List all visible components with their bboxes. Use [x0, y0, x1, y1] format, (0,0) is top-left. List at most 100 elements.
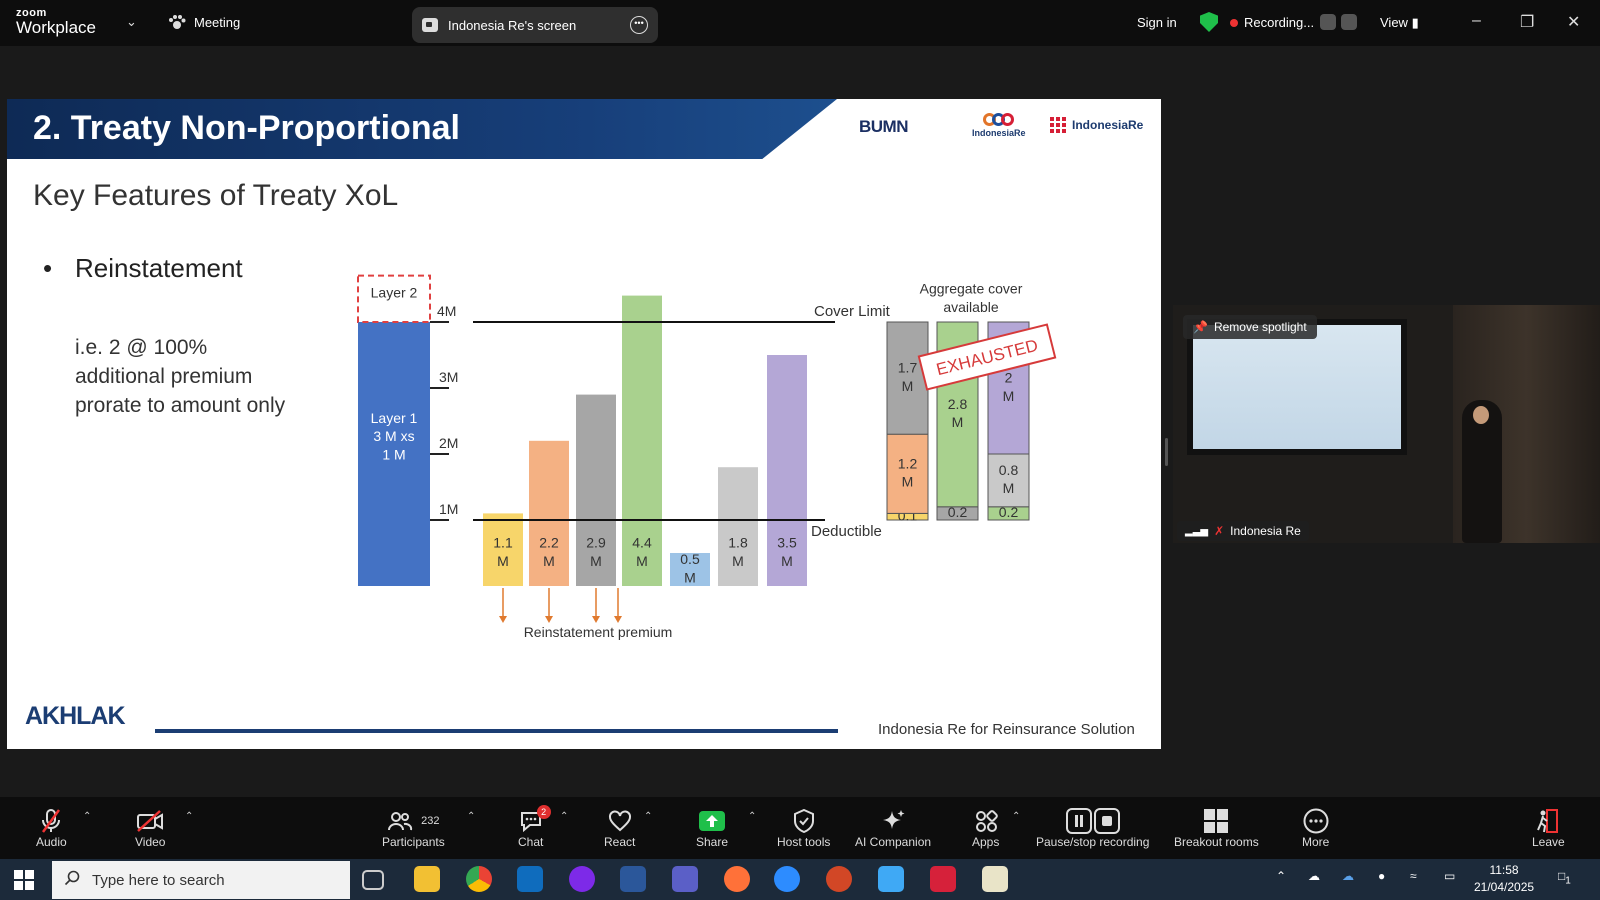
video-options-caret[interactable]: ⌃	[185, 811, 194, 822]
windows-start-icon[interactable]	[14, 870, 34, 890]
slide-subtitle: Key Features of Treaty XoL	[33, 179, 399, 212]
remove-spotlight-button[interactable]: 📌 Remove spotlight	[1183, 315, 1317, 339]
word-icon[interactable]	[620, 866, 646, 892]
ai-companion-label: AI Companion	[855, 835, 932, 849]
task-view-icon[interactable]	[362, 870, 384, 890]
meeting-menu[interactable]: Meeting	[168, 14, 240, 30]
meeting-icon	[169, 15, 186, 29]
wifi-icon[interactable]: ≈	[1410, 869, 1417, 883]
screen-share-icon	[422, 18, 438, 32]
leave-button[interactable]: Leave	[1532, 807, 1565, 849]
audio-button[interactable]: Audio	[36, 807, 67, 849]
onedrive-icon[interactable]: ☁	[1308, 869, 1320, 883]
share-options-caret[interactable]: ⌃	[748, 811, 757, 822]
taskbar-clock[interactable]: 11:58 21/04/2025	[1474, 862, 1534, 896]
host-tools-button[interactable]: Host tools	[777, 807, 830, 849]
share-button[interactable]: Share	[696, 807, 728, 849]
aggregate-segment-label: 2	[1005, 370, 1013, 386]
minimize-icon[interactable]: –	[1472, 12, 1481, 29]
apps-options-caret[interactable]: ⌃	[1012, 811, 1021, 822]
reinstatement-arrow-head	[592, 616, 600, 623]
pause-stop-label: Pause/stop recording	[1036, 835, 1150, 849]
meeting-toolbar: Audio ⌃ Video ⌃ 232 Participants ⌃ 2 Cha…	[0, 797, 1600, 859]
react-button[interactable]: React	[604, 807, 635, 849]
outlook-icon[interactable]	[517, 866, 543, 892]
search-placeholder: Type here to search	[92, 871, 225, 889]
pause-stop-recording-button[interactable]: Pause/stop recording	[1036, 807, 1149, 849]
leave-icon	[1535, 807, 1561, 835]
security-app-icon[interactable]	[930, 866, 956, 892]
participants-count: 232	[421, 815, 440, 827]
participant-name-tag: ▂▃▅ ✗ Indonesia Re	[1177, 521, 1309, 541]
more-options-icon[interactable]: •••	[630, 16, 648, 34]
aggregate-segment-label: 0.8	[999, 462, 1019, 478]
y-tick-label: 4M	[437, 303, 456, 319]
photos-icon[interactable]	[878, 866, 904, 892]
layer-1-label: Layer 1	[371, 410, 418, 426]
note-line: prorate to amount only	[75, 394, 286, 417]
chat-icon: 2	[519, 805, 551, 835]
loss-bar-label: M	[781, 553, 793, 569]
audio-options-caret[interactable]: ⌃	[83, 811, 92, 822]
y-tick-label: 1M	[439, 501, 458, 517]
taskbar-search-box[interactable]: Type here to search	[52, 861, 350, 899]
deductible-label: Deductible	[811, 523, 882, 540]
elo-app-icon[interactable]	[982, 866, 1008, 892]
aggregate-segment-label: 1.2	[898, 455, 918, 471]
stop-recording-button[interactable]	[1341, 14, 1357, 30]
screen-share-pill[interactable]: Indonesia Re's screen •••	[412, 7, 658, 43]
notifications-icon[interactable]: □1	[1558, 869, 1571, 887]
teams-icon[interactable]	[672, 866, 698, 892]
bumn-logo: BUMN	[859, 117, 909, 136]
show-hidden-icons-icon[interactable]: ⌃	[1276, 869, 1287, 883]
ai-companion-button[interactable]: AI Companion	[855, 807, 931, 849]
search-icon	[64, 870, 80, 890]
participants-options-caret[interactable]: ⌃	[467, 811, 476, 822]
firefox-icon[interactable]	[724, 866, 750, 892]
loss-bar	[767, 355, 807, 586]
aggregate-segment-label: M	[1003, 388, 1015, 404]
participants-button[interactable]: 232 Participants	[382, 807, 445, 849]
encryption-shield-icon[interactable]	[1200, 12, 1218, 32]
more-button[interactable]: More	[1302, 807, 1329, 849]
canva-icon[interactable]	[569, 866, 595, 892]
chevron-down-icon[interactable]: ⌄	[126, 14, 137, 29]
layer-1-label: 1 M	[382, 446, 405, 462]
onedrive-business-icon[interactable]: ☁	[1342, 869, 1354, 883]
loss-bar	[670, 553, 710, 586]
zoom-workplace-logo[interactable]: zoom Workplace	[16, 7, 96, 37]
react-options-caret[interactable]: ⌃	[644, 811, 653, 822]
chat-button[interactable]: 2 Chat	[518, 805, 551, 849]
participant-video-tile[interactable]: 📌 Remove spotlight ▂▃▅ ✗ Indonesia Re	[1173, 305, 1600, 543]
zoom-taskbar-icon[interactable]	[774, 866, 800, 892]
close-icon[interactable]: ✕	[1567, 14, 1581, 31]
panel-resize-handle[interactable]	[1165, 438, 1168, 466]
microphone-icon[interactable]: ●	[1378, 869, 1386, 883]
video-button[interactable]: Video	[135, 807, 165, 849]
breakout-rooms-button[interactable]: Breakout rooms	[1174, 807, 1259, 849]
loss-bar	[576, 394, 616, 586]
chat-options-caret[interactable]: ⌃	[560, 811, 569, 822]
view-menu[interactable]: View ▮	[1380, 15, 1419, 30]
brand-top: zoom	[16, 7, 47, 19]
aggregate-segment-label: 1.7	[898, 360, 918, 376]
zoom-title-bar: zoom Workplace ⌄ Meeting Indonesia Re's …	[0, 0, 1600, 46]
sign-in-link[interactable]: Sign in	[1137, 15, 1177, 30]
pause-recording-button[interactable]	[1320, 14, 1336, 30]
react-label: React	[604, 835, 636, 849]
layer-1-label: 3 M xs	[373, 428, 414, 444]
chrome-icon[interactable]	[466, 866, 492, 892]
more-label: More	[1302, 835, 1330, 849]
y-tick-label: 3M	[439, 369, 458, 385]
windows-taskbar: Type here to search ⌃ ☁ ☁ ● ≈ ▭ 11:58 21…	[0, 859, 1600, 900]
apps-button[interactable]: Apps	[972, 807, 999, 849]
aggregate-segment-label: M	[902, 378, 914, 394]
chat-label: Chat	[518, 835, 544, 849]
layer-2-box	[357, 274, 431, 324]
reinstatement-premium-label: Reinstatement premium	[524, 624, 673, 640]
file-explorer-icon[interactable]	[414, 866, 440, 892]
display-icon[interactable]: ▭	[1444, 869, 1456, 883]
indonesia-re-logo: IndonesiaRe	[972, 113, 1026, 138]
restore-icon[interactable]: ❐	[1520, 14, 1535, 31]
powerpoint-icon[interactable]	[826, 866, 852, 892]
